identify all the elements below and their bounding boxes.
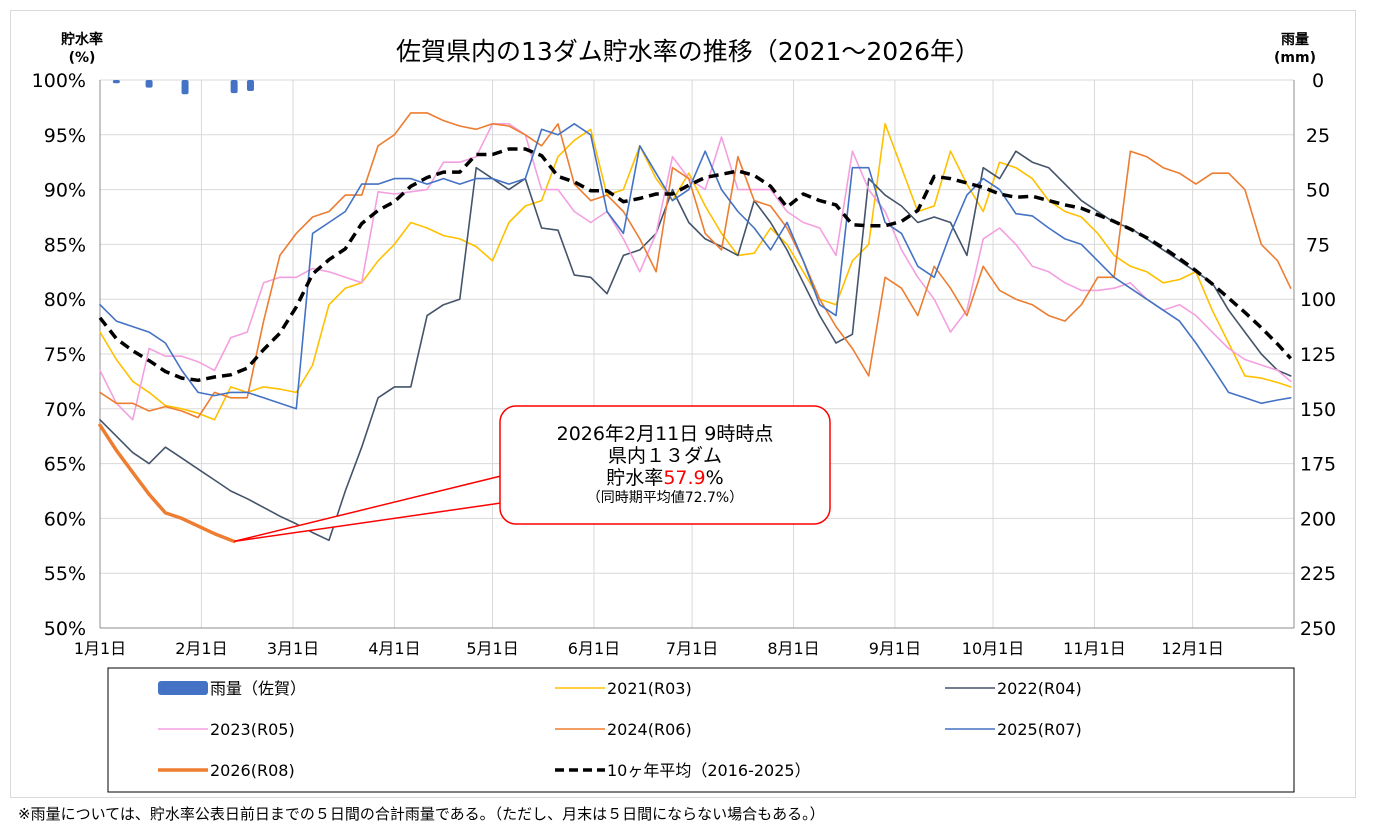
- callout-line1: 2026年2月11日 9時時点: [557, 423, 774, 445]
- x-tick-label: 7月1日: [666, 639, 718, 658]
- legend-label-2024: 2024(R06): [607, 720, 692, 739]
- rain-bar: [246, 80, 254, 91]
- y-right-tick-label: 250: [1300, 618, 1336, 640]
- rain-bar: [112, 80, 120, 84]
- x-tick-label: 6月1日: [568, 639, 620, 658]
- legend-label-2026: 2026(R08): [210, 761, 295, 780]
- x-tick-label: 1月1日: [74, 639, 126, 658]
- legend-swatch-rain: [158, 681, 208, 695]
- y-left-tick-label: 85%: [44, 234, 86, 256]
- y-left-ticks: 100% 95% 90% 85% 80% 75% 70% 65% 60% 55% 50%: [32, 70, 86, 640]
- y-right-tick-label: 0: [1312, 70, 1324, 92]
- y-right-tick-label: 125: [1300, 344, 1336, 366]
- legend-box: [107, 667, 1295, 793]
- y-left-tick-label: 90%: [44, 180, 86, 202]
- rain-bar: [145, 80, 153, 88]
- y-right-label-line2: (mm): [1274, 50, 1316, 66]
- y-right-tick-label: 75: [1306, 234, 1330, 256]
- series-line-2026: [98, 423, 236, 544]
- callout-line4: （同時期平均値72.7%）: [587, 490, 743, 506]
- y-left-tick-label: 55%: [44, 563, 86, 585]
- series-line-2023: [99, 123, 1292, 421]
- y-left-tick-label: 65%: [44, 454, 86, 476]
- y-right-tick-label: 50: [1306, 180, 1330, 202]
- x-tick-label: 11月1日: [1063, 639, 1126, 658]
- legend: 雨量（佐賀） 2021(R03) 2022(R04) 2023(R05) 2024(R0…: [158, 679, 1082, 780]
- series-line-2024: [99, 112, 1292, 419]
- x-tick-label: 9月1日: [869, 639, 921, 658]
- y-right-ticks: 0 25 50 75 100 125 150 175 200 225 250: [1300, 70, 1336, 640]
- series-line-avg: [98, 147, 1292, 383]
- y-right-tick-label: 100: [1300, 289, 1336, 311]
- x-tick-label: 12月1日: [1161, 639, 1224, 658]
- y-right-tick-label: 225: [1300, 563, 1336, 585]
- rain-bar: [230, 80, 238, 94]
- callout-rate-unit: %: [706, 467, 724, 489]
- callout: 2026年2月11日 9時時点 県内１３ダム 貯水率57.9% （同時期平均値7…: [233, 405, 831, 543]
- legend-label-2025: 2025(R07): [997, 720, 1082, 739]
- series-line-2025: [99, 123, 1292, 410]
- legend-label-rain: 雨量（佐賀）: [210, 679, 306, 698]
- y-left-tick-label: 100%: [32, 70, 86, 92]
- rain-bars: [112, 80, 254, 95]
- chart-svg: 佐賀県内の13ダム貯水率の推移（2021～2026年） 貯水率 (%) 雨量 (…: [32, 31, 1336, 793]
- legend-label-2023: 2023(R05): [210, 720, 295, 739]
- y-left-label-line1: 貯水率: [61, 31, 103, 48]
- legend-label-2021: 2021(R03): [607, 679, 692, 698]
- x-tick-label: 3月1日: [267, 639, 319, 658]
- y-right-label-line1: 雨量: [1281, 32, 1309, 48]
- legend-label-2022: 2022(R04): [997, 679, 1082, 698]
- x-tick-label: 5月1日: [466, 639, 518, 658]
- y-right-tick-label: 25: [1306, 125, 1330, 147]
- legend-label-avg: 10ヶ年平均（2016-2025）: [607, 761, 811, 780]
- callout-rate-value: 57.9: [663, 467, 705, 489]
- x-tick-label: 4月1日: [368, 639, 420, 658]
- y-right-tick-label: 150: [1300, 399, 1336, 421]
- x-tick-label: 2月1日: [175, 639, 227, 658]
- callout-line3: 貯水率57.9%: [606, 467, 723, 489]
- y-left-tick-label: 95%: [44, 125, 86, 147]
- x-ticks: 1月1日 2月1日 3月1日 4月1日 5月1日 6月1日 7月1日 8月1日 9月1日 10月1…: [74, 639, 1224, 658]
- y-left-tick-label: 50%: [44, 618, 86, 640]
- y-left-tick-label: 75%: [44, 344, 86, 366]
- y-right-tick-label: 200: [1300, 508, 1336, 530]
- y-left-tick-label: 80%: [44, 289, 86, 311]
- footnote: ※雨量については、貯水率公表日前日までの５日間の合計雨量である。（ただし、月末は…: [18, 805, 825, 823]
- callout-rate-label: 貯水率: [606, 467, 663, 489]
- y-right-tick-label: 175: [1300, 454, 1336, 476]
- rain-bar: [181, 80, 189, 95]
- callout-line2: 県内１３ダム: [608, 445, 722, 467]
- callout-box: [499, 405, 831, 525]
- x-tick-label: 10月1日: [962, 639, 1025, 658]
- x-tick-label: 8月1日: [767, 639, 819, 658]
- chart-frame: [10, 10, 1356, 798]
- y-left-tick-label: 70%: [44, 399, 86, 421]
- y-left-label-line2: (%): [69, 50, 96, 66]
- chart-title: 佐賀県内の13ダム貯水率の推移（2021～2026年）: [396, 37, 980, 66]
- y-left-tick-label: 60%: [44, 508, 86, 530]
